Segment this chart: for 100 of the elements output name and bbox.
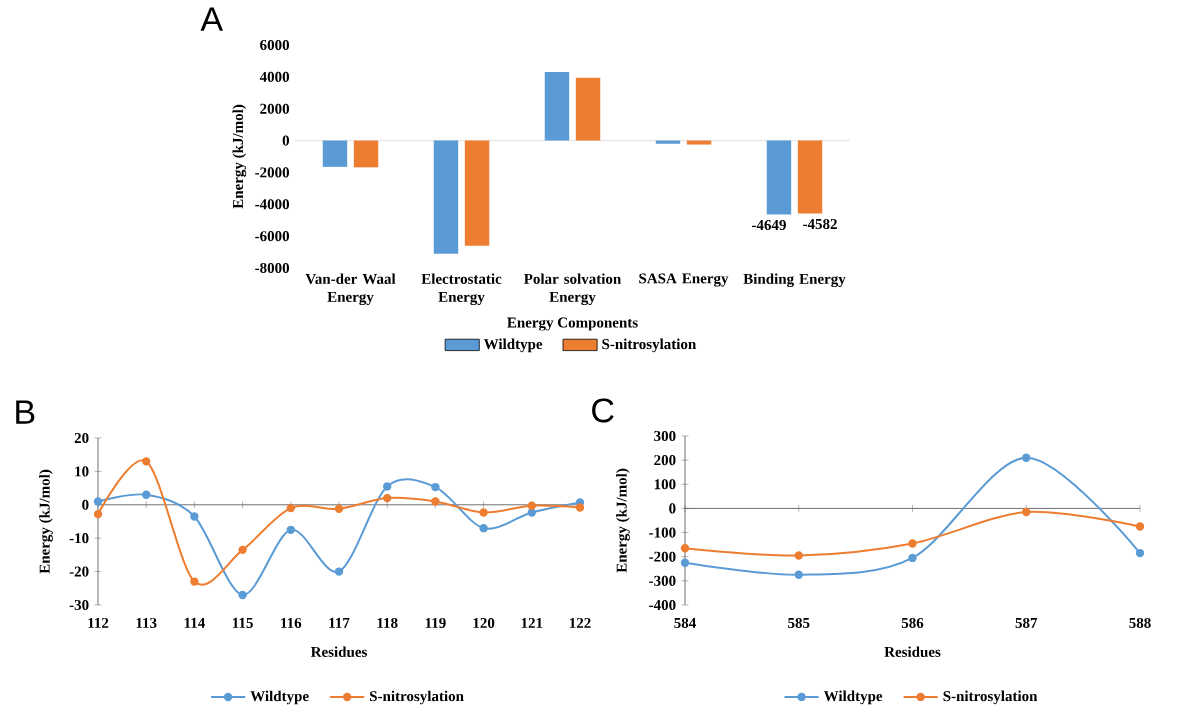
point [527, 508, 537, 517]
y-tick-label: 2000 [260, 103, 290, 114]
x-tick-label: 115 [232, 617, 253, 628]
x-axis-title: Residues [310, 646, 367, 657]
y-tick-label: -20 [69, 566, 89, 577]
point [479, 523, 488, 533]
y-tick-label: 20 [74, 432, 89, 444]
y-axis-title: Energy (kJ/mol) [39, 469, 53, 574]
bar [544, 72, 570, 141]
point [1135, 522, 1145, 531]
y-tick-label: -2000 [255, 167, 290, 178]
bar [353, 140, 379, 168]
y-tick-label: 200 [654, 455, 676, 466]
x-tick-label: 112 [88, 617, 109, 628]
y-tick-label: -200 [649, 551, 676, 562]
bar [766, 140, 792, 215]
y-axis-title: Energy (kJ/mol) [616, 468, 630, 573]
point [1135, 548, 1145, 558]
point [190, 512, 199, 521]
y-tick-label: 100 [654, 479, 676, 490]
x-tick-label: 113 [136, 617, 157, 628]
point [334, 567, 344, 576]
point [431, 482, 440, 492]
y-tick-label: 0 [669, 503, 676, 514]
point [794, 570, 803, 580]
x-tick-label: 116 [281, 617, 302, 628]
point [93, 509, 103, 519]
x-tick-label: 118 [377, 617, 398, 629]
x-tick-label: 586 [901, 617, 924, 629]
bar [686, 140, 712, 145]
x-tick-label: 585 [788, 617, 810, 629]
point [286, 503, 296, 513]
x-tick-label: 588 [1129, 617, 1151, 629]
x-tick-label: 114 [184, 617, 205, 628]
y-tick-label: 6000 [260, 39, 290, 51]
y-tick-label: -300 [649, 575, 676, 586]
data-label: -4582 [803, 218, 837, 230]
point [383, 493, 392, 503]
point [383, 482, 392, 491]
chart-title: A [200, 7, 224, 31]
y-tick-label: 0 [282, 135, 290, 146]
y-tick-label: -6000 [255, 231, 290, 242]
point [190, 577, 199, 586]
y-axis-title: Energy (kJ/mol) [232, 104, 247, 209]
legend-label: Wildtype [250, 690, 309, 705]
x-tick-label: Van-der Waal Energy [305, 273, 396, 306]
data-label: -4649 [752, 220, 786, 231]
legend-label: Wildtype [483, 338, 543, 353]
point [908, 553, 917, 563]
x-tick-label: 120 [473, 617, 495, 629]
y-tick-label: 4000 [259, 71, 290, 82]
point [238, 545, 247, 555]
y-tick-label: -30 [69, 599, 89, 611]
bar [797, 140, 823, 214]
x-tick-label: Polar solvation Energy [524, 273, 622, 306]
point [1022, 453, 1031, 462]
point [142, 490, 151, 499]
x-tick-label: 117 [329, 617, 350, 628]
x-axis-title: Residues [884, 646, 941, 657]
legend-label: S-nitrosylation [943, 690, 1038, 705]
x-tick-label: 584 [674, 617, 696, 629]
x-tick-label: Binding Energy [743, 273, 846, 288]
y-tick-label: -100 [649, 527, 676, 538]
y-tick-label: -400 [649, 599, 676, 611]
bar [322, 140, 348, 167]
point [794, 551, 803, 560]
bar [464, 140, 490, 246]
point [93, 497, 103, 506]
x-tick-label: Electrostatic Energy [421, 273, 502, 306]
y-tick-label: 300 [654, 430, 676, 442]
legend-label: Wildtype [823, 690, 883, 705]
x-tick-label: 122 [569, 617, 591, 628]
bar [575, 77, 601, 141]
x-tick-label: 121 [521, 617, 543, 628]
y-tick-label: 0 [82, 499, 89, 510]
point [238, 590, 247, 600]
point [680, 544, 690, 553]
bar [655, 140, 681, 144]
legend-label: S-nitrosylation [602, 338, 697, 353]
point [286, 525, 296, 535]
legend-label: S-nitrosylation [370, 690, 464, 705]
chart-title: B [16, 400, 35, 424]
y-tick-label: 10 [75, 466, 89, 477]
point [908, 539, 917, 548]
chart-title: C [592, 398, 614, 423]
x-tick-label: 119 [425, 617, 446, 628]
point [334, 504, 344, 513]
point [479, 508, 488, 517]
point [575, 503, 585, 512]
point [1022, 507, 1031, 517]
y-tick-label: -8000 [255, 262, 290, 274]
y-tick-label: -10 [69, 533, 89, 544]
bar [433, 140, 459, 254]
point [431, 497, 440, 506]
x-axis-title: Energy Components [507, 317, 638, 331]
x-tick-label: SASA Energy [639, 273, 729, 287]
x-tick-label: 587 [1015, 617, 1038, 629]
point [142, 457, 151, 466]
point [527, 501, 537, 510]
point [680, 558, 690, 567]
